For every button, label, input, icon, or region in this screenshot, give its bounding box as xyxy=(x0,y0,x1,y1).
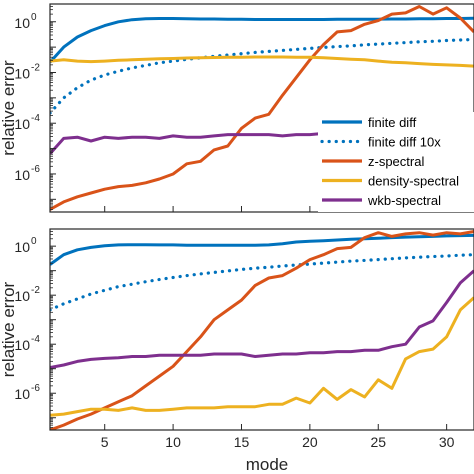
y-tick-exponent: -6 xyxy=(31,383,40,394)
legend-entry: density-spectral xyxy=(368,174,459,189)
y-tick-label: 10 xyxy=(14,239,30,255)
series-lines xyxy=(50,230,474,430)
y-axis-label: relative error xyxy=(0,281,18,377)
x-tick-label: 25 xyxy=(370,434,386,450)
y-tick-exponent: -4 xyxy=(31,113,40,124)
x-tick-label: 15 xyxy=(234,434,250,450)
y-tick-label: 10 xyxy=(14,386,30,402)
x-tick-label: 30 xyxy=(439,434,455,450)
x-axis-label: mode xyxy=(246,455,289,474)
y-tick-exponent: -2 xyxy=(31,285,40,296)
legend: finite diff finite diff 10x z-spectral dens… xyxy=(318,112,474,212)
y-tick-exponent: 0 xyxy=(31,12,37,23)
series-line-density-spectral xyxy=(50,55,474,68)
x-tick-label: 20 xyxy=(302,434,318,450)
y-tick-exponent: 0 xyxy=(31,236,37,247)
y-tick-label: 10 xyxy=(14,337,30,353)
x-tick-label: 10 xyxy=(165,434,181,450)
legend-entry: finite diff 10x xyxy=(368,135,441,150)
series-lines xyxy=(50,5,474,211)
series-line-z-spectral xyxy=(50,230,474,430)
legend-entry: wkb-spectral xyxy=(367,193,441,208)
series-line-finite-diff xyxy=(50,233,474,266)
y-tick-exponent: -2 xyxy=(31,62,40,73)
series-line-finite-diff xyxy=(50,16,474,64)
y-tick-label: 10 xyxy=(14,65,30,81)
y-tick-label: 10 xyxy=(14,15,30,31)
y-tick-label: 10 xyxy=(14,288,30,304)
legend-entry: finite diff xyxy=(368,115,417,130)
series-line-z-spectral xyxy=(50,5,474,211)
series-line-wkb-spectral xyxy=(50,269,474,369)
legend-entry: z-spectral xyxy=(368,154,424,169)
y-tick-label: 10 xyxy=(14,167,30,183)
x-tick-label: 5 xyxy=(101,434,109,450)
y-tick-exponent: -4 xyxy=(31,334,40,345)
series-line-finite-diff-10x xyxy=(50,37,474,115)
y-tick-label: 10 xyxy=(14,116,30,132)
y-axis-label: relative error xyxy=(0,60,18,156)
series-line-density-spectral xyxy=(50,296,474,417)
y-tick-exponent: -6 xyxy=(31,164,40,175)
